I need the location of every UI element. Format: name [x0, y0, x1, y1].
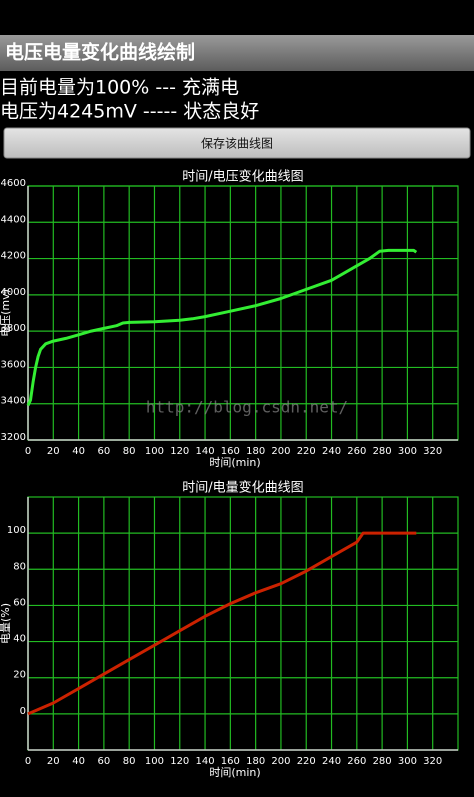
- x-axis-label: 时间(min): [209, 456, 260, 469]
- x-tick-label: 300: [398, 446, 417, 457]
- y-tick-label: 60: [13, 597, 26, 608]
- x-tick-label: 240: [322, 446, 341, 457]
- chart-title: 时间/电量变化曲线图: [182, 480, 303, 496]
- x-tick-label: 220: [297, 756, 316, 767]
- x-tick-label: 120: [170, 446, 189, 457]
- x-tick-label: 320: [423, 446, 442, 457]
- y-tick-label: 100: [7, 525, 26, 536]
- y-tick-label: 4000: [1, 287, 26, 298]
- x-tick-label: 260: [347, 446, 366, 457]
- x-tick-label: 0: [25, 756, 31, 767]
- y-tick-label: 4600: [1, 178, 26, 189]
- x-tick-label: 240: [322, 756, 341, 767]
- x-tick-label: 180: [246, 446, 265, 457]
- x-tick-label: 20: [47, 446, 60, 457]
- x-tick-label: 120: [170, 756, 189, 767]
- y-tick-label: 20: [13, 670, 26, 681]
- y-tick-label: 4400: [1, 214, 26, 225]
- x-tick-label: 100: [145, 756, 164, 767]
- y-tick-label: 40: [13, 634, 26, 645]
- x-tick-label: 260: [347, 756, 366, 767]
- x-tick-label: 60: [98, 446, 111, 457]
- y-tick-label: 3200: [1, 432, 26, 443]
- y-tick-label: 80: [13, 561, 26, 572]
- x-tick-label: 0: [25, 446, 31, 457]
- x-axis-label: 时间(min): [209, 766, 260, 779]
- y-tick-label: 3800: [1, 323, 26, 334]
- x-tick-label: 220: [297, 446, 316, 457]
- y-axis-label: 电量(%): [0, 603, 12, 644]
- y-tick-label: 3400: [1, 396, 26, 407]
- status-line: 电压为4245mV ----- 状态良好: [0, 101, 259, 123]
- y-tick-label: 4200: [1, 251, 26, 262]
- x-tick-label: 280: [373, 756, 392, 767]
- y-tick-label: 3600: [1, 359, 26, 370]
- x-tick-label: 180: [246, 756, 265, 767]
- watermark: http://blog.csdn.net/: [146, 398, 348, 417]
- save-button[interactable]: [3, 127, 471, 159]
- x-tick-label: 60: [98, 756, 111, 767]
- x-tick-label: 160: [221, 446, 240, 457]
- x-tick-label: 80: [123, 756, 136, 767]
- status-line: 目前电量为100% --- 充满电: [0, 77, 239, 99]
- y-axis-label: 电压(mv): [0, 289, 12, 337]
- title-bar: [0, 35, 474, 71]
- x-tick-label: 320: [423, 756, 442, 767]
- x-tick-label: 200: [271, 756, 290, 767]
- x-tick-label: 100: [145, 446, 164, 457]
- x-tick-label: 140: [196, 756, 215, 767]
- x-tick-label: 40: [72, 756, 85, 767]
- data-line: [27, 531, 417, 716]
- data-line: [26, 248, 418, 407]
- x-tick-label: 80: [123, 446, 136, 457]
- y-tick-label: 0: [20, 706, 26, 717]
- save-button-label[interactable]: 保存该曲线图: [201, 137, 273, 151]
- x-tick-label: 160: [221, 756, 240, 767]
- chart-title: 时间/电压变化曲线图: [182, 169, 303, 185]
- x-tick-label: 280: [373, 446, 392, 457]
- x-tick-label: 40: [72, 446, 85, 457]
- x-tick-label: 20: [47, 756, 60, 767]
- app-title: 电压电量变化曲线绘制: [5, 41, 195, 64]
- x-tick-label: 300: [398, 756, 417, 767]
- x-tick-label: 140: [196, 446, 215, 457]
- x-tick-label: 200: [271, 446, 290, 457]
